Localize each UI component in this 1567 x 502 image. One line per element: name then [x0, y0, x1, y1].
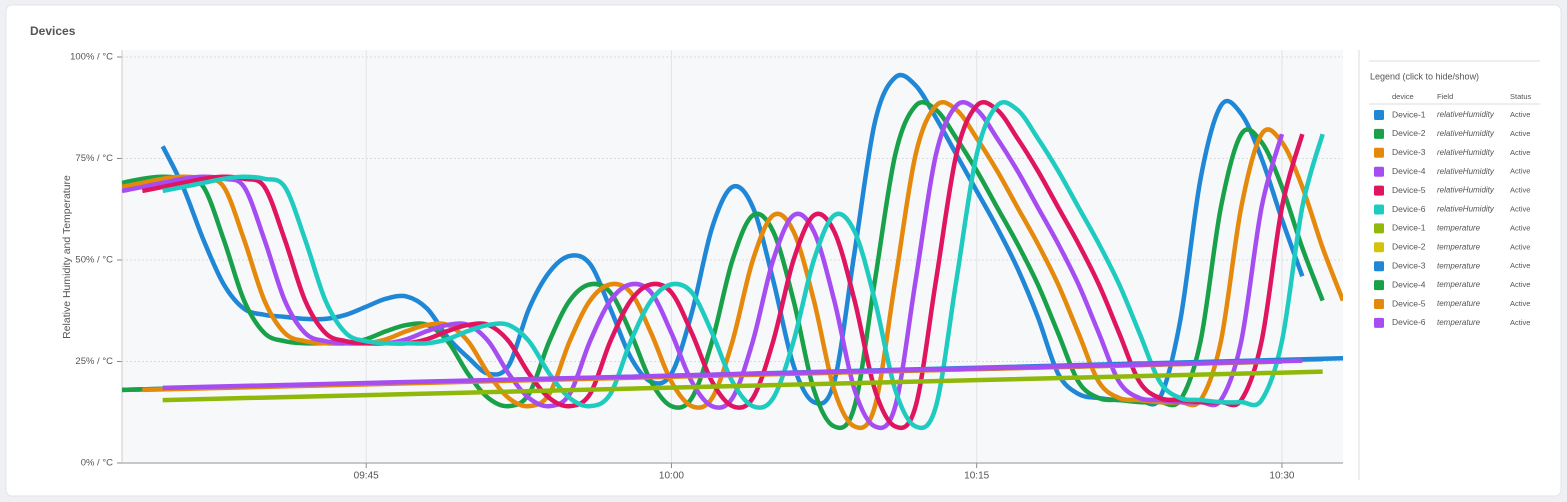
legend-swatch — [1374, 128, 1384, 139]
legend-item[interactable]: Device-5 relativeHumidity Active — [1374, 185, 1530, 196]
legend-status: Active — [1510, 204, 1530, 213]
legend-header: device — [1392, 92, 1414, 101]
legend-swatch — [1374, 317, 1384, 328]
y-axis-title: Relative Humidity and Temperature — [61, 175, 73, 339]
y-tick-label: 100% / °C — [70, 52, 113, 63]
legend-status: Active — [1510, 167, 1530, 176]
legend-swatch — [1374, 166, 1384, 177]
legend-status: Active — [1510, 242, 1530, 251]
legend-status: Active — [1510, 223, 1530, 232]
legend-device: Device-5 — [1392, 185, 1426, 195]
y-tick-label: 25% / °C — [75, 356, 113, 367]
legend-swatch — [1374, 223, 1384, 234]
legend-field: temperature — [1437, 280, 1481, 289]
legend: Device-1 relativeHumidity Active Device-2 re… — [1374, 109, 1530, 328]
legend-status: Active — [1510, 186, 1530, 195]
series-line — [162, 369, 1323, 403]
legend-device: Device-6 — [1392, 204, 1426, 214]
legend-device: Device-6 — [1392, 317, 1426, 327]
legend-swatch — [1374, 204, 1384, 215]
legend-field: temperature — [1437, 242, 1481, 251]
legend-device: Device-1 — [1392, 109, 1426, 119]
legend-title: Legend (click to hide/show) — [1370, 71, 1479, 81]
series-line — [141, 100, 1305, 431]
legend-swatch — [1374, 242, 1384, 253]
legend-item[interactable]: Device-6 temperature Active — [1374, 317, 1530, 328]
legend-status: Active — [1510, 280, 1530, 289]
legend-status: Active — [1510, 318, 1530, 327]
legend-status: Active — [1510, 148, 1530, 157]
legend-item[interactable]: Device-5 temperature Active — [1374, 298, 1530, 309]
x-tick-label: 09:45 — [354, 471, 379, 482]
legend-field: relativeHumidity — [1437, 186, 1495, 195]
legend-status: Active — [1510, 129, 1530, 138]
legend-field: relativeHumidity — [1437, 129, 1495, 138]
y-tick-label: 0% / °C — [81, 458, 113, 469]
x-tick-label: 10:30 — [1269, 471, 1294, 482]
legend-swatch — [1374, 261, 1384, 272]
legend-device: Device-2 — [1392, 242, 1426, 252]
legend-item[interactable]: Device-3 relativeHumidity Active — [1374, 147, 1530, 158]
legend-field: temperature — [1437, 318, 1481, 327]
series-lines — [122, 72, 1343, 431]
series-line — [162, 100, 1325, 431]
legend-swatch — [1374, 185, 1384, 196]
series-line — [122, 100, 1285, 431]
legend-device: Device-5 — [1392, 298, 1426, 308]
x-tick-label: 10:15 — [964, 471, 989, 482]
legend-device: Device-4 — [1392, 166, 1426, 176]
legend-item[interactable]: Device-1 relativeHumidity Active — [1374, 109, 1530, 120]
panel-title: Devices — [30, 24, 76, 38]
legend-field: temperature — [1437, 299, 1481, 308]
series-line — [162, 358, 1303, 391]
legend-header: Status — [1510, 92, 1532, 101]
legend-status: Active — [1510, 110, 1530, 119]
legend-swatch — [1374, 280, 1384, 291]
legend-device: Device-1 — [1392, 223, 1426, 233]
legend-item[interactable]: Device-6 relativeHumidity Active — [1374, 204, 1530, 215]
legend-swatch — [1374, 147, 1384, 158]
legend-device: Device-3 — [1392, 147, 1426, 157]
legend-status: Active — [1510, 299, 1530, 308]
legend-item[interactable]: Device-1 temperature Active — [1374, 223, 1530, 234]
legend-item[interactable]: Device-4 relativeHumidity Active — [1374, 166, 1530, 177]
y-tick-label: 50% / °C — [75, 255, 113, 266]
legend-header: Field — [1437, 92, 1453, 101]
x-tick-label: 10:00 — [659, 471, 684, 482]
legend-device: Device-3 — [1392, 260, 1426, 270]
legend-item[interactable]: Device-4 temperature Active — [1374, 279, 1530, 291]
legend-swatch — [1374, 299, 1384, 309]
legend-device: Device-2 — [1392, 128, 1426, 138]
legend-item[interactable]: Device-2 relativeHumidity Active — [1374, 128, 1530, 139]
legend-field: temperature — [1437, 261, 1481, 270]
legend-field: relativeHumidity — [1437, 148, 1495, 157]
legend-field: relativeHumidity — [1437, 110, 1495, 119]
y-tick-label: 75% / °C — [75, 153, 113, 164]
legend-field: relativeHumidity — [1437, 205, 1495, 214]
legend-field: temperature — [1437, 224, 1481, 233]
legend-item[interactable]: Device-2 temperature Active — [1374, 242, 1530, 253]
legend-item[interactable]: Device-3 temperature Active — [1374, 260, 1530, 272]
legend-field: relativeHumidity — [1437, 167, 1495, 176]
legend-device: Device-4 — [1392, 279, 1426, 289]
legend-swatch — [1374, 110, 1384, 120]
legend-status: Active — [1510, 261, 1530, 270]
